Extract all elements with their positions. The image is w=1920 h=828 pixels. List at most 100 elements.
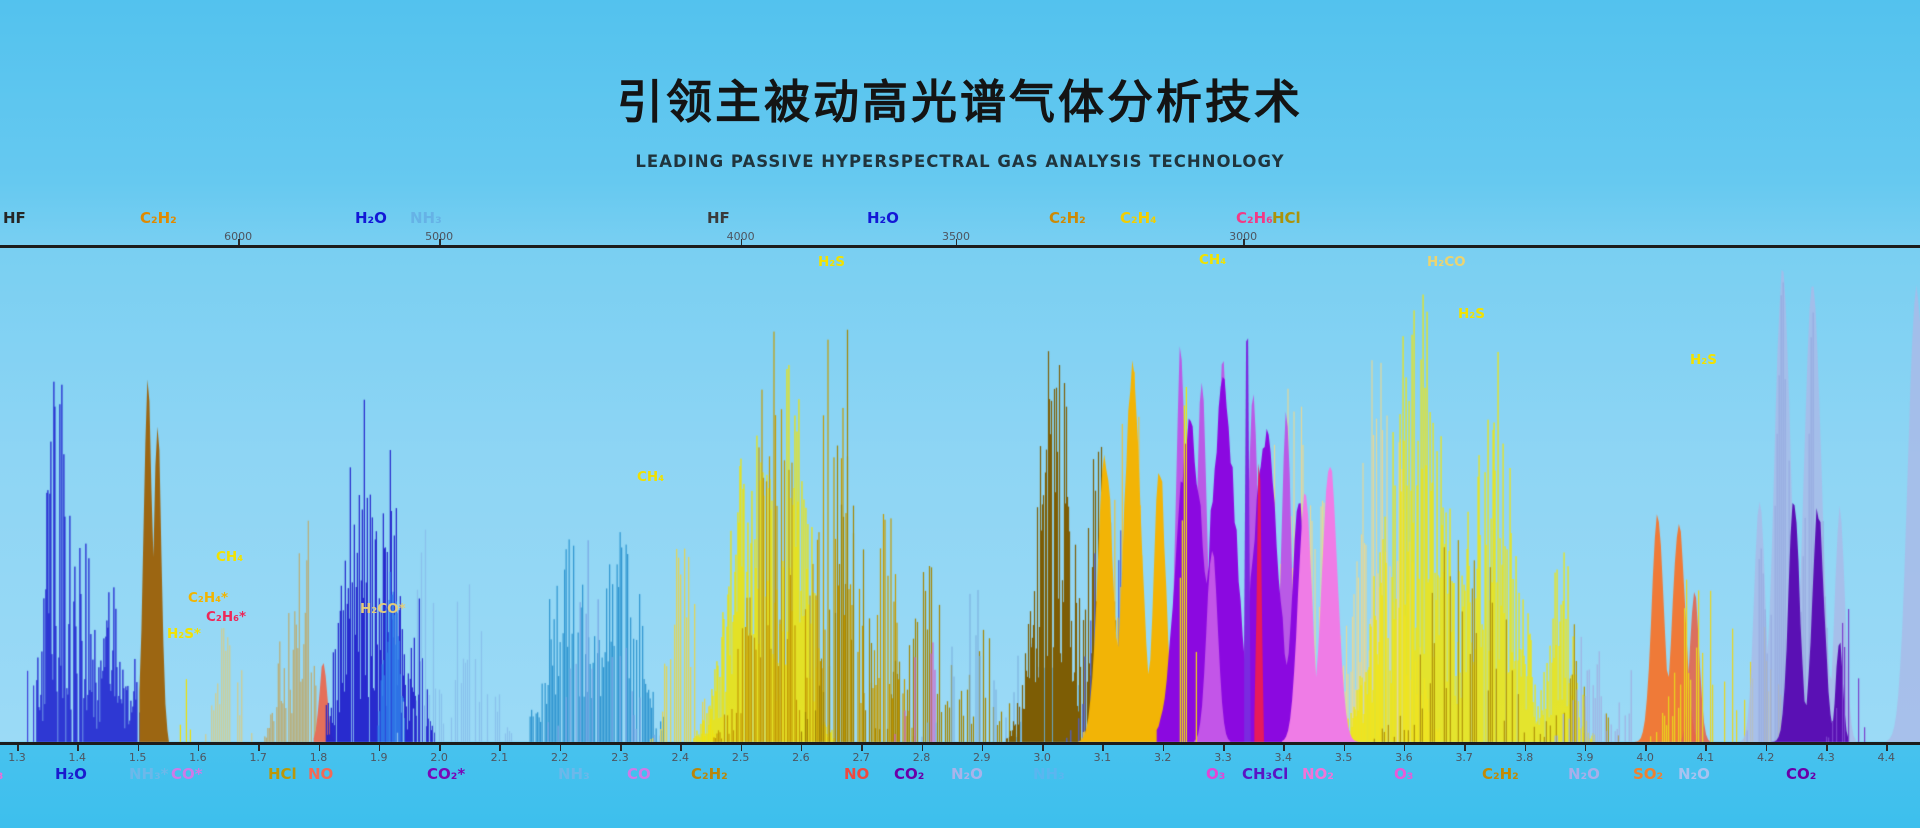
wavelength-tick — [1223, 745, 1225, 751]
wavelength-tick-label: 1.4 — [68, 751, 87, 764]
gas-label-top: C₂H₆ — [1236, 209, 1273, 227]
wavelength-tick — [981, 745, 984, 751]
wavelength-tick — [1343, 745, 1346, 751]
wavenumber-tick-label: 5000 — [425, 230, 454, 243]
wavelength-tick — [1886, 745, 1888, 751]
wavelength-tick-label: 2.1 — [490, 751, 509, 764]
page-subtitle: LEADING PASSIVE HYPERSPECTRAL GAS ANALYS… — [635, 152, 1285, 171]
gas-label-bottom: O₃ — [1394, 765, 1414, 783]
gas-label-top: C₂H₂ — [140, 209, 177, 227]
gas-label-bottom: SO₂ — [1633, 765, 1664, 783]
wavenumber-tick-label: 3500 — [941, 230, 970, 243]
wavelength-tick — [1584, 745, 1587, 751]
wavenumber-tick-label: 3000 — [1229, 230, 1258, 243]
wavelength-tick — [1524, 745, 1526, 751]
gas-label-top: H₂O — [867, 209, 899, 227]
wavelength-tick-label: 3.3 — [1214, 751, 1232, 764]
gas-label-inchart: H₂CO* — [360, 601, 406, 617]
wavelength-tick — [620, 745, 622, 751]
top-axis-line — [0, 245, 1920, 248]
wavenumber-tick — [439, 239, 441, 245]
wavenumber-tick — [740, 239, 743, 245]
wavelength-tick-label: 1.7 — [249, 751, 267, 764]
wavelength-tick-label: 2.7 — [852, 751, 870, 764]
gas-label-bottom: H₂O — [55, 765, 87, 783]
gas-label-top: C₂H₂ — [1049, 209, 1086, 227]
wavelength-tick-label: 3.2 — [1153, 751, 1172, 764]
wavelength-tick — [1826, 745, 1828, 751]
gas-label-bottom: CO — [627, 765, 651, 783]
gas-label-bottom: N₂O — [951, 765, 983, 783]
gas-label-inchart: CH₄ — [216, 549, 244, 565]
wavelength-tick — [740, 745, 743, 751]
wavelength-tick-label: 3.5 — [1334, 751, 1353, 764]
gas-label-inchart: C₂H₄* — [188, 590, 229, 606]
wavelength-tick — [1464, 745, 1466, 751]
gas-label-bottom: NH₃ — [558, 765, 590, 783]
wavelength-tick — [1042, 745, 1044, 751]
wavelength-tick — [439, 745, 441, 751]
wavelength-tick-label: 4.1 — [1696, 751, 1715, 764]
gas-label-top: HCl — [1272, 209, 1301, 227]
wavelength-tick-label: 1.3 — [8, 751, 26, 764]
wavelength-tick-label: 2.0 — [430, 751, 448, 764]
wavelength-tick — [921, 745, 923, 751]
wavelength-tick-label: 4.0 — [1636, 751, 1654, 764]
gas-label-inchart: H₂CO — [1427, 254, 1466, 270]
wavelength-tick — [680, 745, 682, 751]
wavelength-tick — [318, 745, 320, 751]
wavelength-tick-label: 2.9 — [973, 751, 991, 764]
wavelength-tick-label: 2.2 — [550, 751, 569, 764]
wavelength-tick-label: 2.5 — [731, 751, 750, 764]
wavelength-tick — [1102, 745, 1104, 751]
wavelength-tick — [1162, 745, 1165, 751]
gas-label-bottom: CO* — [171, 765, 203, 783]
wavelength-tick — [77, 745, 79, 751]
gas-label-bottom: O₃ — [0, 765, 4, 783]
wavelength-tick-label: 2.3 — [611, 751, 629, 764]
gas-label-bottom: NO₂ — [1302, 765, 1334, 783]
wavelength-tick-label: 3.1 — [1093, 751, 1112, 764]
wavelength-tick-label: 3.7 — [1455, 751, 1473, 764]
gas-label-bottom: C₂H₂ — [691, 765, 728, 783]
gas-label-bottom: O₃ — [1206, 765, 1226, 783]
gas-label-bottom: HCl — [268, 765, 297, 783]
wavenumber-tick — [1243, 239, 1245, 245]
wavelength-tick — [1705, 745, 1707, 751]
page-title: 引领主被动高光谱气体分析技术 — [617, 75, 1303, 129]
gas-label-bottom: C₂H₂ — [1482, 765, 1519, 783]
gas-label-inchart: H₂S* — [167, 626, 201, 642]
wavelength-tick — [17, 745, 19, 751]
gas-label-inchart: C₂H₆* — [206, 609, 247, 625]
bottom-axis-line — [0, 742, 1920, 745]
gas-label-bottom: CO₂ — [894, 765, 925, 783]
wavelength-tick — [258, 745, 260, 751]
gas-label-top: C₂H₄ — [1120, 209, 1157, 227]
gas-label-bottom: N₂O — [1568, 765, 1600, 783]
gas-label-inchart: H₂S — [1690, 352, 1717, 368]
gas-label-inchart: CH₄ — [1199, 252, 1227, 268]
gas-label-top: HF — [3, 209, 26, 227]
wavelength-tick-label: 3.8 — [1515, 751, 1534, 764]
wavelength-tick-label: 2.6 — [792, 751, 810, 764]
wavelength-tick-label: 4.3 — [1817, 751, 1835, 764]
gas-label-bottom: CH₃Cl — [1242, 765, 1289, 783]
gas-label-bottom: NH₃ — [1033, 765, 1065, 783]
wavelength-tick — [1283, 745, 1285, 751]
wavelength-tick-label: 2.4 — [671, 751, 690, 764]
gas-label-top: H₂O — [355, 209, 387, 227]
wavenumber-tick — [955, 239, 958, 245]
wavelength-tick-label: 3.6 — [1395, 751, 1413, 764]
gas-label-top: HF — [707, 209, 730, 227]
wavenumber-tick-label: 6000 — [224, 230, 253, 243]
wavelength-tick-label: 3.4 — [1274, 751, 1293, 764]
wavelength-tick — [559, 745, 562, 751]
wavenumber-tick-label: 4000 — [726, 230, 755, 243]
gas-label-bottom: CO₂ — [1786, 765, 1817, 783]
wavelength-tick — [499, 745, 501, 751]
gas-label-bottom: NO — [844, 765, 870, 783]
wavelength-tick — [861, 745, 863, 751]
wavelength-tick — [378, 745, 381, 751]
gas-label-bottom: NO — [308, 765, 334, 783]
gas-label-inchart: H₂S — [818, 254, 845, 270]
